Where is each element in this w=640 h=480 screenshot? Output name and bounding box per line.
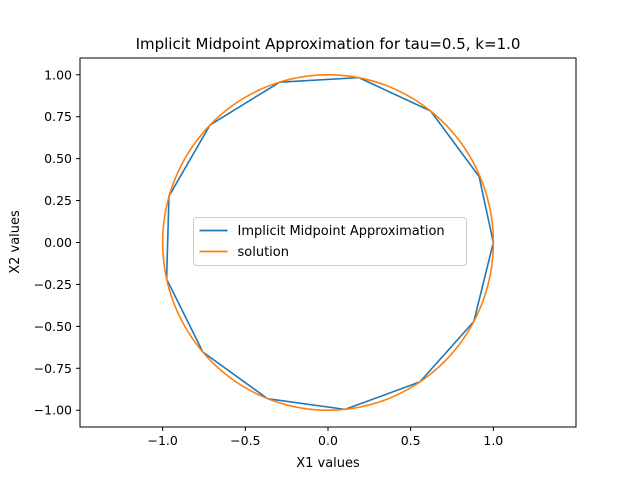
y-tick-label-7: 0.75 [44,109,72,124]
axes: −1.0 −0.5 0.0 0.5 1.0 −1.00 −0.75 −0.50 −0.25 0.0… [34,57,577,448]
x-tick-label-4: 1.0 [483,433,503,448]
legend-entry-1: solution [238,245,289,260]
x-tick-label-3: 0.5 [401,433,421,448]
x-tick-label-1: −0.5 [230,433,260,448]
legend-entry-0: Implicit Midpoint Approximation [238,224,445,239]
y-tick-label-5: 0.25 [44,193,72,208]
y-tick-label-4: 0.00 [44,235,72,250]
y-tick-label-2: −0.50 [34,319,72,334]
x-tick-label-2: 0.0 [318,433,338,448]
chart-title: Implicit Midpoint Approximation for tau=… [136,35,521,53]
legend-box [193,217,467,266]
y-tick-label-3: −0.25 [34,277,72,292]
series-line-0 [165,76,495,411]
series-line-1 [161,73,495,412]
x-tick-label-0: −1.0 [147,433,177,448]
y-tick-label-6: 0.50 [44,151,72,166]
x-axis-label: X1 values [296,456,360,471]
y-axis-label: X2 values [8,210,23,274]
y-tick-label-0: −1.00 [34,403,72,418]
y-tick-label-1: −0.75 [34,361,72,376]
plot-area [161,73,495,412]
y-tick-label-8: 1.00 [44,67,72,82]
legend: Implicit Midpoint Approximation solution [193,217,467,266]
